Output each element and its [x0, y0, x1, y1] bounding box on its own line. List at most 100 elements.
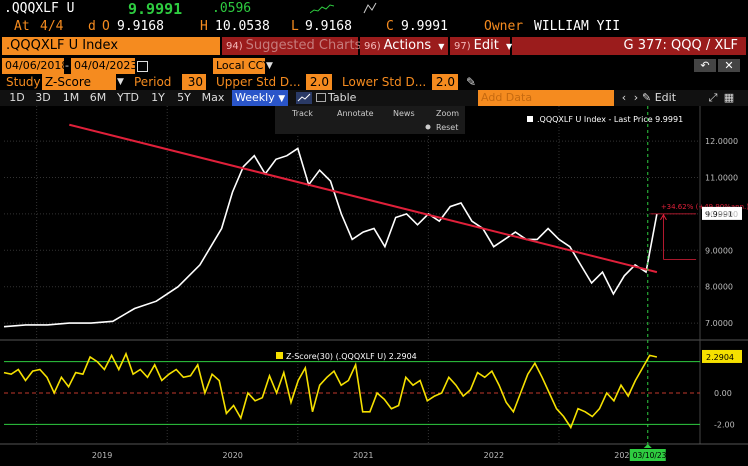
period-field[interactable]: 30 — [182, 74, 206, 90]
signal-icon — [363, 2, 377, 14]
price-line — [3, 147, 658, 328]
price-tick-label: 10.0000 — [705, 210, 738, 219]
zscore-panel: 0.00 -2.00 2.2904 — [3, 349, 742, 430]
study-bar: Study Z-Score ▼ Period 30 Upper Std D...… — [0, 74, 748, 90]
year-tick-label: 2021 — [353, 451, 373, 460]
period-max[interactable]: Max — [201, 91, 225, 104]
line-chart-icon[interactable] — [296, 92, 312, 104]
title-bar: .QQQXLF U Index 94) Suggested Charts 96) A… — [0, 37, 748, 55]
year-tick-label: 2020 — [223, 451, 243, 460]
edit-dropdown-icon: ▼ — [505, 42, 513, 51]
actions-button[interactable]: 96) Actions ▼ — [360, 37, 448, 55]
period-ytd[interactable]: YTD — [117, 91, 139, 104]
owner-label: Owner — [484, 19, 524, 34]
table-icon[interactable] — [316, 93, 326, 102]
lower-std-label: Lower Std D... — [342, 75, 427, 89]
l-label: L — [291, 19, 299, 34]
start-date-field[interactable]: 04/06/2018 — [2, 58, 68, 74]
chart-background — [0, 106, 748, 466]
pencil-icon[interactable]: ✎ — [466, 75, 477, 89]
add-data-field[interactable]: Add Data — [478, 90, 614, 106]
trendline — [69, 123, 658, 274]
study-dropdown-icon[interactable]: ▼ — [117, 77, 124, 87]
zscore-line — [3, 351, 658, 430]
chart-canvas[interactable]: Track Annotate News Zoom Reset .QQQXLF U… — [0, 106, 748, 466]
last-price: 9.9991 — [128, 0, 183, 18]
upper-std-label: Upper Std D... — [216, 75, 301, 89]
price-tick-label: 11.0000 — [705, 174, 738, 183]
h-label: H — [200, 19, 208, 34]
high-value: 10.0538 — [215, 19, 270, 34]
at-label: At — [14, 19, 30, 34]
upper-std-field[interactable]: 2.0 — [306, 74, 332, 90]
period-3d[interactable]: 3D — [35, 91, 51, 104]
frequency-select[interactable]: Weekly ▼ — [232, 90, 288, 106]
open-value: 9.9168 — [117, 19, 164, 34]
zoom-tool[interactable]: Zoom — [436, 109, 459, 118]
year-tick-label: 2023 — [614, 451, 634, 460]
period-1m[interactable]: 1M — [62, 91, 80, 104]
frequency-label: Weekly — [235, 91, 275, 104]
table-button[interactable]: Table — [328, 91, 357, 104]
last-price-tag — [702, 206, 742, 220]
chart-id[interactable]: G 377: QQQ / XLF — [512, 37, 746, 55]
actions-dropdown-icon: ▼ — [438, 42, 445, 51]
track-tool[interactable]: Track — [291, 109, 313, 118]
cursor-marker-icon — [643, 444, 652, 448]
owner-value: WILLIAM YII — [534, 19, 621, 34]
security-field[interactable]: .QQQXLF U Index — [2, 37, 220, 55]
quote-line: .QQQXLF U 9.9991 .0596 — [0, 0, 748, 18]
expand-icon[interactable]: ⤢ — [708, 91, 718, 104]
cursor-date-label: 03/10/23 — [633, 451, 667, 460]
grid-icon[interactable]: ▦ — [723, 91, 735, 104]
suggested-num: 94) — [226, 41, 243, 52]
suggested-charts-button[interactable]: 94) Suggested Charts — [222, 37, 361, 55]
ticker[interactable]: .QQQXLF U — [4, 1, 75, 16]
study-name-field[interactable]: Z-Score — [42, 74, 116, 90]
end-date-field[interactable]: 04/04/2023 — [71, 58, 137, 74]
scroll-left-icon[interactable]: ‹ — [621, 91, 627, 104]
date-range-bar: 04/06/2018 - 04/04/2023 Local CCY ▼ ↶ ✕ — [0, 58, 748, 74]
zscore-tick-label: -2.00 — [714, 420, 735, 429]
reset-dot-icon — [425, 124, 431, 130]
o-label: O — [102, 19, 110, 34]
price-tick-label: 7.0000 — [705, 319, 733, 328]
undo-icon[interactable]: ↶ — [694, 59, 716, 72]
grid-lines — [0, 106, 748, 445]
news-tool[interactable]: News — [393, 109, 415, 118]
reset-tool[interactable]: Reset — [436, 123, 458, 132]
close-icon[interactable]: ✕ — [718, 59, 740, 72]
currency-dropdown-icon[interactable]: ▼ — [266, 61, 273, 71]
actions-num: 96) — [364, 41, 381, 52]
zscore-last-tag-label: 2.2904 — [706, 353, 734, 362]
calendar-icon[interactable] — [137, 61, 148, 72]
last-price-tag-label: 9.9991 — [705, 210, 733, 219]
edit-button[interactable]: 97) Edit ▼ — [450, 37, 513, 55]
zscore-legend: Z-Score(30) (.QQQXLF U) 2.2904 — [276, 352, 417, 361]
period-5y[interactable]: 5Y — [177, 91, 191, 104]
d-label: d — [88, 19, 96, 34]
period-6m[interactable]: 6M — [89, 91, 107, 104]
chart-tools-panel: Track Annotate News Zoom Reset — [275, 106, 465, 134]
lower-std-field[interactable]: 2.0 — [432, 74, 458, 90]
currency-field[interactable]: Local CCY — [213, 58, 270, 74]
year-tick-label: 2022 — [484, 451, 504, 460]
actions-label: Actions — [383, 38, 432, 53]
edit-label: Edit — [473, 38, 499, 53]
zscore-last-tag — [702, 349, 742, 363]
low-value: 9.9168 — [305, 19, 352, 34]
price-legend: .QQQXLF U Index - Last Price 9.9991 — [527, 115, 683, 124]
price-tick-label: 8.0000 — [705, 283, 733, 292]
at-value: 4/4 — [40, 19, 64, 34]
edit-chart-button[interactable]: ✎ Edit Chart — [642, 90, 704, 120]
scroll-right-icon[interactable]: › — [633, 91, 639, 104]
chart-toolbar: 1D 3D 1M 6M YTD 1Y 5Y Max Weekly ▼ Table… — [0, 90, 748, 120]
sparkline-icon — [310, 4, 334, 14]
date-separator: - — [65, 59, 69, 72]
period-1d[interactable]: 1D — [9, 91, 25, 104]
ohlc-line: At 4/4 d O 9.9168 H 10.0538 L 9.9168 C 9… — [0, 18, 748, 36]
edit-chart-pencil-icon: ✎ — [642, 91, 652, 104]
close-value: 9.9991 — [401, 19, 448, 34]
annotate-tool[interactable]: Annotate — [337, 109, 374, 118]
period-1y[interactable]: 1Y — [151, 91, 165, 104]
